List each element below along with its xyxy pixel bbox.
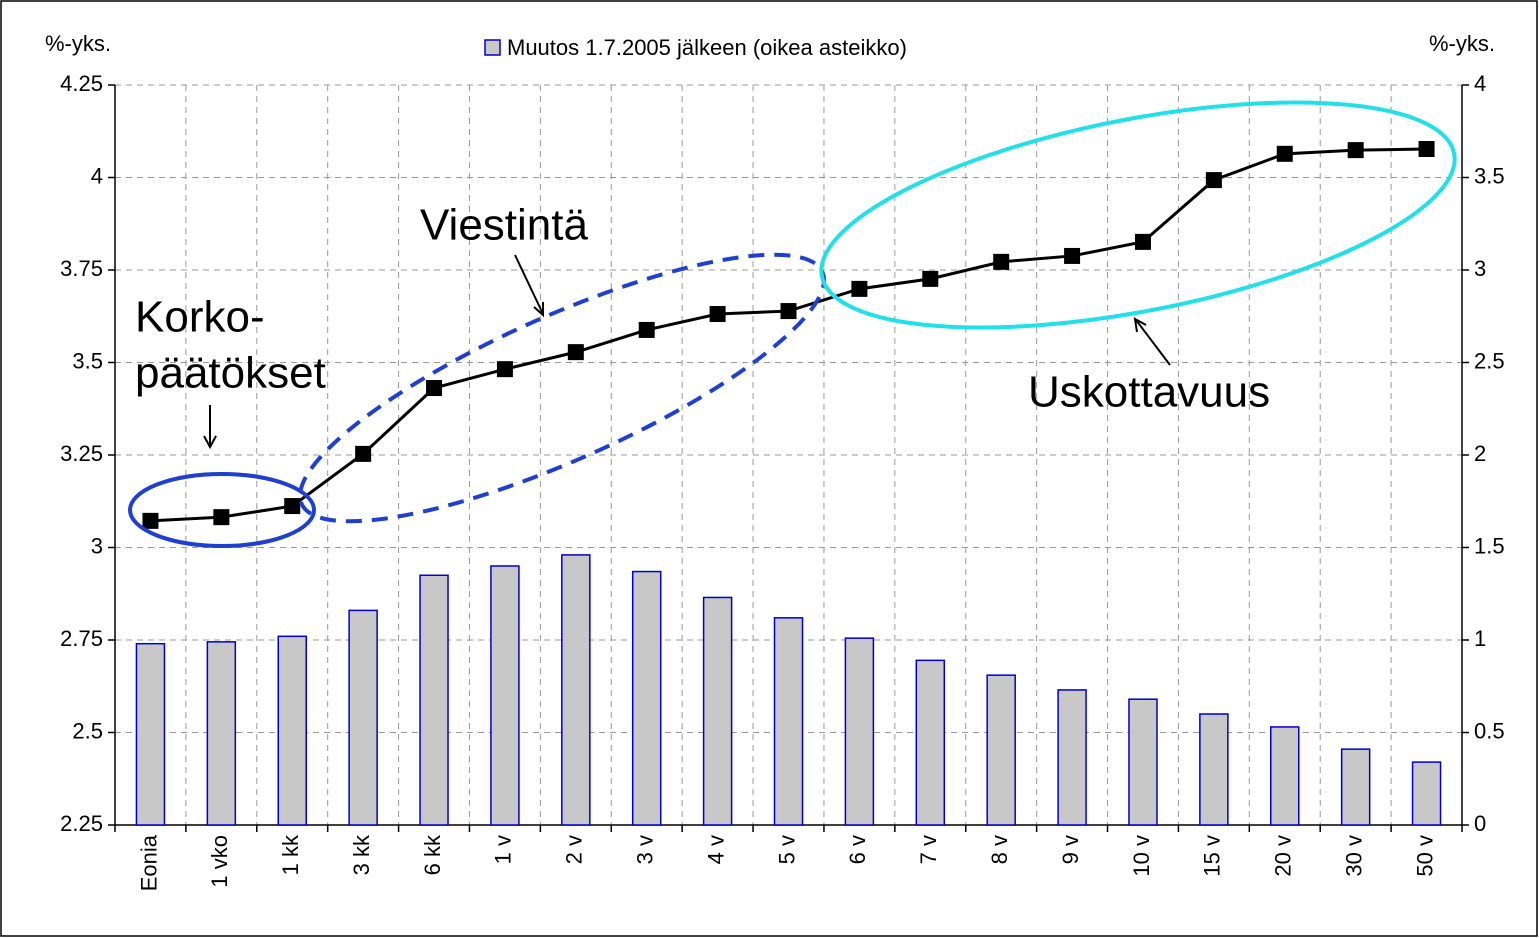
bar: [348, 609, 378, 826]
bar: [490, 565, 520, 826]
x-tick-label: 3 kk: [349, 834, 374, 875]
bar: [844, 637, 875, 826]
bar: [1128, 698, 1158, 826]
highlight-ellipse: [128, 472, 316, 548]
bar: [631, 570, 662, 826]
bar: [1340, 748, 1371, 826]
bar: [1199, 713, 1229, 826]
x-tick-label: 9 v: [1058, 835, 1083, 864]
marker: [142, 512, 159, 529]
y-tick-label: 2.75: [60, 626, 103, 651]
y-tick-label: 3.5: [72, 348, 103, 373]
annotation-arrows: [203, 254, 1171, 450]
x-tick-label: Eonia: [136, 834, 161, 891]
bar: [702, 596, 733, 826]
x-tick-label: 30 v: [1341, 835, 1366, 877]
bar: [915, 659, 946, 826]
y-tick-label: 4: [91, 163, 103, 188]
plot-area: 2.25 2.5 2.75 3 3.25 3.5 3.75 4 4.25 0 0.5 1 1.5 2 2.5…: [60, 71, 1504, 891]
x-tick-label: 4 v: [703, 835, 728, 864]
x-tick-label: 1 kk: [278, 834, 303, 875]
legend-label: Muutos 1.7.2005 jälkeen (oikea asteikko): [507, 35, 907, 60]
bar: [1411, 761, 1442, 826]
bar: [206, 641, 237, 826]
x-tick-label: 50 v: [1412, 835, 1437, 877]
marker: [709, 306, 726, 323]
marker: [355, 445, 372, 462]
x-tick-label: 3 v: [633, 835, 658, 864]
x-tick-label: 5 v: [774, 835, 799, 864]
x-tick-label: 1 vko: [207, 835, 232, 888]
x-tick-label: 6 kk: [420, 834, 445, 875]
y-tick-label: 3.75: [60, 256, 103, 281]
marker: [567, 344, 584, 361]
y2-tick-label: 2: [1474, 441, 1486, 466]
marker: [1064, 247, 1081, 264]
y2-tick-label: 1.5: [1474, 533, 1505, 558]
marker: [851, 280, 868, 297]
marker: [1418, 141, 1435, 158]
bar: [419, 574, 449, 826]
marker: [496, 361, 513, 378]
x-tick-label: 15 v: [1200, 835, 1225, 877]
y-tick-label: 2.5: [72, 718, 103, 743]
annotation: Korko-: [135, 293, 265, 342]
marker: [284, 498, 301, 515]
y2-tick-label: 4: [1474, 71, 1486, 96]
bar: [1270, 726, 1300, 826]
x-tick-label: 20 v: [1271, 835, 1296, 877]
y-tick-label: 3: [91, 533, 103, 558]
y2-tick-label: 2.5: [1474, 348, 1505, 373]
y2-tick-label: 0.5: [1474, 718, 1505, 743]
x-tick-label: 10 v: [1129, 835, 1154, 877]
bar: [277, 635, 307, 826]
y-tick-label: 3.25: [60, 441, 103, 466]
marker: [1205, 172, 1222, 189]
y-tick-label: 4.25: [60, 71, 103, 96]
marker: [1347, 142, 1364, 159]
marker: [426, 380, 443, 397]
highlight-ellipse: [819, 100, 1457, 330]
bar: [1057, 689, 1087, 826]
x-tick-label: 6 v: [845, 835, 870, 864]
x-tick-label: 7 v: [916, 835, 941, 864]
bar: [986, 674, 1016, 826]
marker: [1276, 145, 1293, 162]
marker: [638, 321, 655, 338]
x-tick-label: 1 v: [491, 835, 516, 864]
bar: [135, 642, 166, 826]
marker: [213, 509, 230, 526]
annotation: Viestintä: [420, 201, 588, 250]
bar: [561, 554, 591, 826]
y-axis-label: %-yks.: [45, 31, 111, 56]
y2-tick-label: 3.5: [1474, 163, 1505, 188]
y2-tick-label: 3: [1474, 256, 1486, 281]
annotation: päätökset: [135, 349, 326, 398]
y2-tick-label: 0: [1474, 811, 1486, 836]
y2-axis-label: %-yks.: [1429, 31, 1495, 56]
legend-swatch: [484, 39, 501, 56]
marker: [1134, 233, 1151, 250]
x-tick-label: 2 v: [562, 835, 587, 864]
y-tick-label: 2.25: [60, 811, 103, 836]
marker: [922, 270, 939, 287]
marker: [993, 253, 1010, 270]
x-tick-label: 8 v: [987, 835, 1012, 864]
y2-tick-label: 1: [1474, 626, 1486, 651]
bar: [773, 617, 804, 826]
marker: [780, 303, 797, 320]
annotation: Uskottavuus: [1028, 368, 1270, 417]
